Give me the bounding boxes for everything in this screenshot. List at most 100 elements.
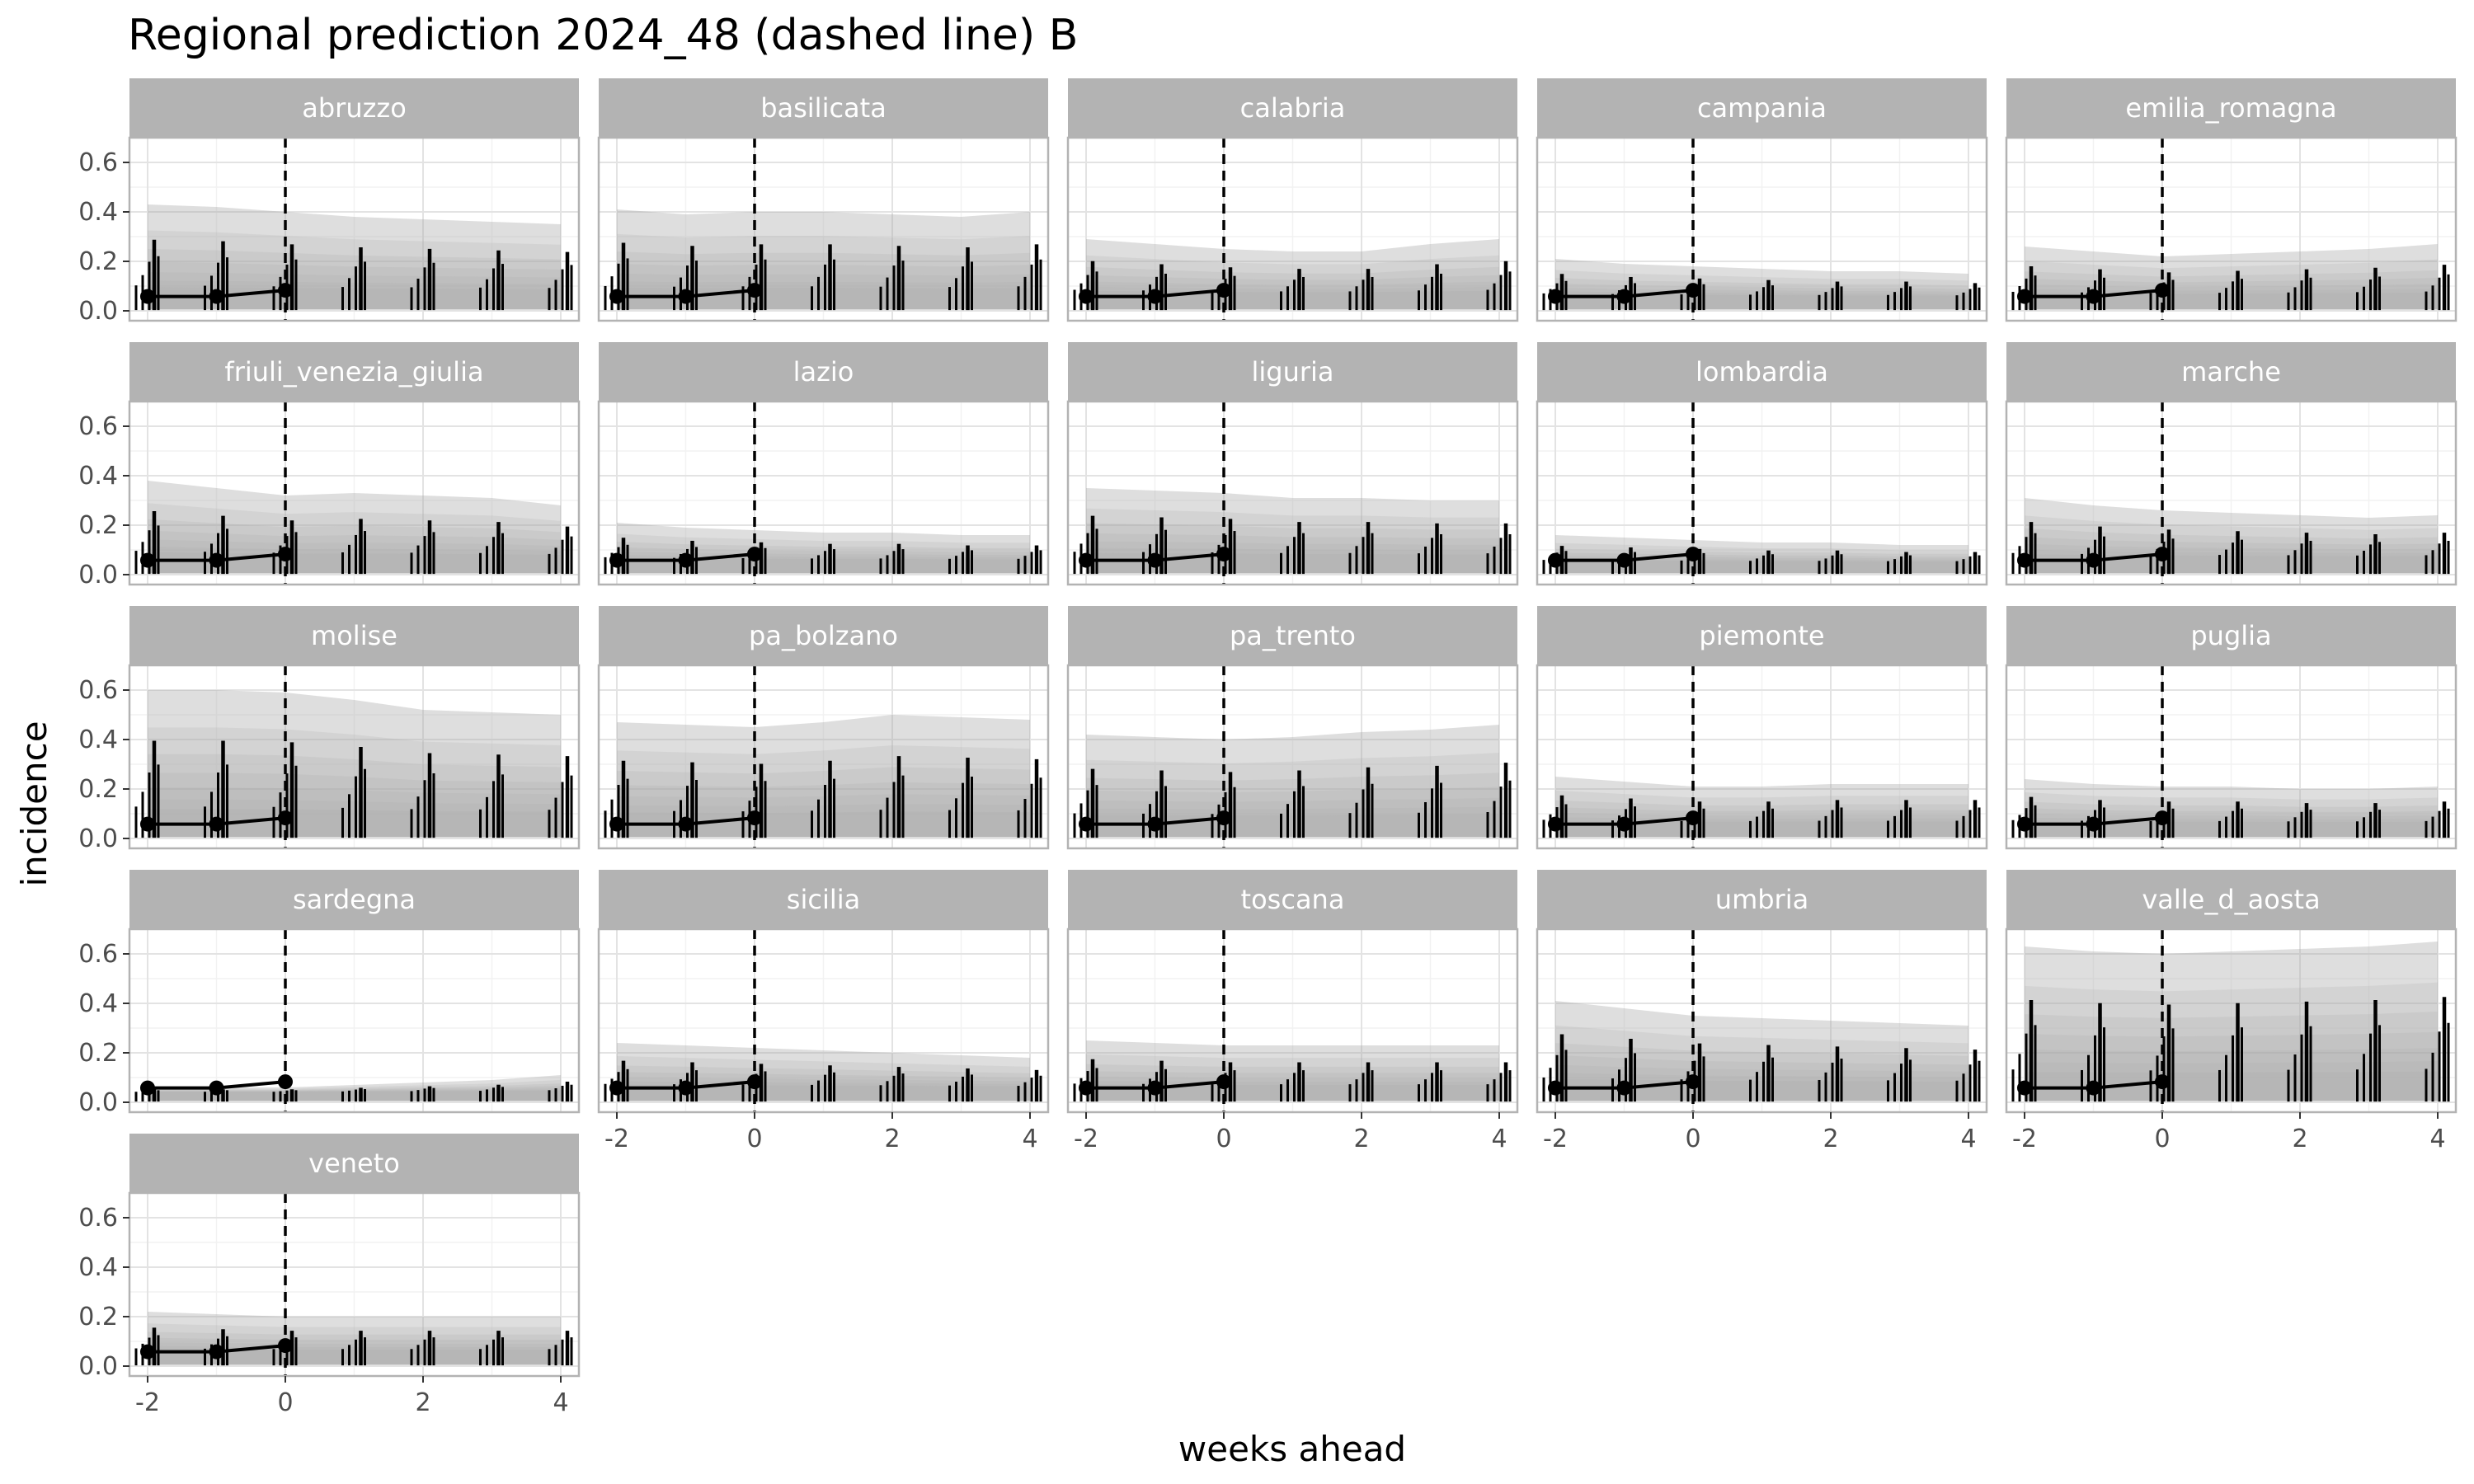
quantile-band — [148, 1087, 561, 1101]
observed-point — [1686, 810, 1700, 826]
panel-umbria: umbria -2 0 2 4 — [1536, 870, 1988, 1153]
quantile-band — [617, 251, 1030, 310]
quantile-band — [1086, 1071, 1499, 1101]
quantile-band — [1555, 1043, 1968, 1101]
y-tick-label: 0.6 — [78, 676, 118, 705]
strip-lazio — [599, 342, 1048, 402]
strip-label: valle_d_aosta — [2142, 884, 2320, 915]
y-axis-title: incidence — [14, 721, 54, 886]
quantile-band — [148, 230, 561, 310]
panel-molise: molise 0.0 0.2 0.4 0.6 — [78, 606, 581, 853]
quantile-band — [1555, 558, 1968, 574]
observed-point — [1686, 1074, 1700, 1090]
strip-emilia_romagna — [2006, 78, 2456, 138]
observed-point — [1548, 1080, 1563, 1096]
observed-point — [2017, 552, 2032, 568]
observed-point — [678, 552, 694, 568]
quantile-band — [2025, 792, 2438, 838]
panel-liguria: liguria — [1066, 342, 1519, 586]
strip-abruzzo — [129, 78, 579, 138]
quantile-band — [1555, 1055, 1968, 1101]
strip-veneto — [129, 1134, 579, 1193]
panel-border — [128, 664, 581, 850]
observed-point — [2017, 289, 2032, 304]
quantile-band — [1086, 266, 1499, 310]
quantile-band — [148, 1083, 561, 1101]
quantile-band — [1086, 488, 1499, 574]
strip-marche — [2006, 342, 2456, 402]
observed-point — [747, 283, 762, 298]
quantile-band — [1086, 1084, 1499, 1101]
observed-point — [209, 552, 224, 568]
quantile-band — [2025, 779, 2438, 838]
observed-point — [1548, 816, 1563, 832]
observed-point — [2017, 816, 2032, 832]
quantile-band — [1086, 541, 1499, 574]
panel-puglia: puglia — [2005, 606, 2458, 850]
panel-border — [1066, 400, 1519, 586]
quantile-band — [617, 233, 1030, 310]
y-tick-label: 0.2 — [78, 1303, 118, 1331]
observed-point — [278, 547, 293, 562]
observed-point — [1616, 816, 1632, 832]
panel-abruzzo: abruzzo 0.0 0.2 0.4 0.6 — [78, 78, 581, 326]
quantile-band — [1555, 560, 1968, 574]
quantile-band — [1555, 1064, 1968, 1101]
quantile-band — [2025, 808, 2438, 838]
strip-label: lombardia — [1696, 356, 1828, 387]
observed-point — [2155, 1074, 2170, 1090]
quantile-band — [148, 1349, 561, 1365]
x-tick-label: 4 — [1022, 1125, 1037, 1153]
strip-toscana — [1068, 870, 1517, 929]
observed-point — [278, 1338, 293, 1354]
observed-point — [1079, 1080, 1094, 1096]
y-tick-label: 0.6 — [78, 940, 118, 969]
quantile-band — [1555, 800, 1968, 838]
strip-label: campania — [1697, 92, 1827, 124]
quantile-band — [148, 1075, 561, 1101]
quantile-band — [148, 1089, 561, 1101]
quantile-band — [617, 555, 1030, 574]
quantile-band — [148, 530, 561, 574]
quantile-band — [1086, 1064, 1499, 1101]
observed-point — [747, 1074, 762, 1090]
strip-calabria — [1068, 78, 1517, 138]
quantile-band — [1086, 725, 1499, 838]
quantile-band — [1555, 535, 1968, 574]
strip-puglia — [2006, 606, 2456, 665]
quantile-band — [617, 281, 1030, 310]
quantile-band — [148, 280, 561, 310]
observed-point — [2086, 289, 2101, 304]
quantile-band — [1555, 291, 1968, 310]
quantile-band — [1086, 787, 1499, 838]
strip-pa_trento — [1068, 606, 1517, 665]
quantile-band — [1555, 283, 1968, 310]
quantile-band — [1086, 281, 1499, 310]
quantile-band — [148, 261, 561, 310]
strip-label: umbria — [1715, 884, 1808, 915]
panel-border — [128, 400, 581, 586]
quantile-band — [148, 539, 561, 574]
panel-border — [1536, 928, 1988, 1114]
y-tick-label: 0.2 — [78, 511, 118, 540]
quantile-band — [1086, 547, 1499, 574]
observed-point — [1548, 289, 1563, 304]
quantile-band — [2025, 515, 2438, 574]
y-tick-label: 0.0 — [78, 297, 118, 326]
observed-point — [1147, 816, 1163, 832]
quantile-band — [1086, 533, 1499, 574]
observed-point — [140, 1344, 155, 1360]
observed-point — [678, 816, 694, 832]
y-tick-label: 0.0 — [78, 561, 118, 589]
observed-point — [1216, 547, 1231, 562]
x-tick-label: 4 — [2429, 1125, 2445, 1153]
x-tick-label: -2 — [1543, 1125, 1568, 1153]
panel-campania: campania — [1536, 78, 1988, 322]
observed-point — [278, 283, 293, 298]
strip-umbria — [1537, 870, 1987, 929]
x-tick-label: 0 — [277, 1388, 293, 1417]
observed-point — [2155, 810, 2170, 826]
quantile-band — [2025, 284, 2438, 310]
observed-point — [1548, 552, 1563, 568]
